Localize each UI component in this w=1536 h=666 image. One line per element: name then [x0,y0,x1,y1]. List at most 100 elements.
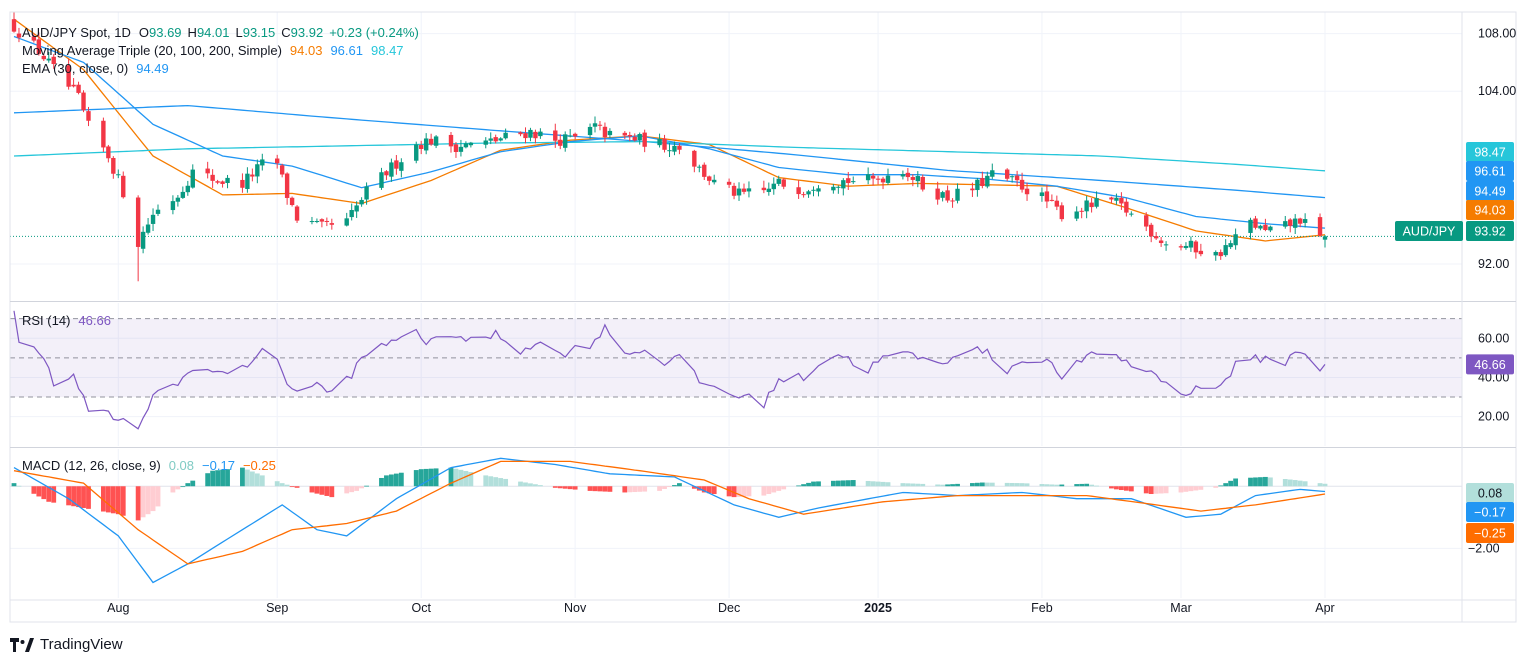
macd-histogram-bar [557,486,563,489]
candle [910,174,916,187]
candle-body [563,134,568,148]
candle-body [419,145,424,149]
macd-histogram-bar [1143,486,1149,494]
macd-histogram-bar [845,480,851,487]
candle-body [498,138,503,141]
tradingview-logo-icon [10,637,34,652]
candle [344,212,349,227]
candle [468,141,474,148]
macd-histogram-bar [155,486,161,507]
candle [140,226,146,254]
candle-body [121,175,126,198]
ma100-badge-text: 96.61 [1474,165,1505,179]
macd-histogram-bar [76,486,81,508]
candle-body [458,146,464,152]
candle-body [950,200,955,202]
macd-histogram-bar [324,486,330,496]
macd-histogram-bar [393,473,399,487]
candle-body [51,56,56,65]
macd-histogram-bar [254,473,260,487]
candle [324,217,330,227]
macd-histogram-bar [364,485,369,487]
candle-body [801,194,806,196]
candle-body [394,160,399,169]
macd-histogram-bar [840,480,846,487]
macd-histogram-bar [31,486,37,494]
candle-body [150,214,156,224]
candle [1049,194,1055,202]
macd-histogram-bar [418,469,424,487]
candle [587,123,593,139]
macd-histogram-bar [518,481,523,487]
candle [101,117,106,153]
candle-body [359,199,364,205]
candle-body [1158,240,1164,244]
candle-body [1293,218,1298,228]
candle-body [1193,241,1199,253]
macd-histogram-bar [319,486,325,495]
time-tick-label: Aug [107,601,129,615]
candle [185,180,191,196]
ma200-line [13,140,1326,172]
candle-body [349,210,354,218]
candle-body [71,84,76,87]
macd-histogram-bar [140,486,146,518]
candle [51,54,56,69]
candle-body [423,138,429,151]
macd-histogram-bar [1258,477,1263,487]
macd-histogram-bar [950,484,955,487]
macd-histogram-bar [875,481,881,487]
time-tick-label: Sep [266,601,288,615]
candle [384,170,389,180]
candle-body [294,206,300,221]
candle-body [364,186,369,200]
time-tick-label: 2025 [864,601,892,615]
candle [354,201,359,218]
candle [875,175,881,185]
ma100-badge [1466,161,1514,181]
candle-body [76,84,81,93]
candle-body [920,176,925,190]
candle [1258,224,1263,231]
candle [135,195,141,282]
macd-histogram-bar [498,478,504,487]
candle-body [329,223,335,225]
rsi-value-badge-text: 46.66 [1474,358,1505,372]
macd-histogram-bar [706,486,712,494]
candle-body [1188,240,1194,248]
macd-histogram-bar [905,483,911,487]
macd-histogram-bar [448,467,454,487]
macd-histogram-bar [493,477,499,487]
candlesticks [11,12,1328,282]
macd-histogram-bar [940,484,946,487]
candle-body [1014,175,1020,181]
macd-histogram-bar [1218,485,1224,487]
candle-body [135,197,141,247]
candle-body [875,178,881,180]
candle [980,171,985,189]
candle-body [319,219,325,222]
grid-lines [10,12,1462,598]
candle-body [766,188,772,192]
candle-body [776,178,781,184]
macd-histogram-bar [1079,483,1085,487]
candle [642,129,647,153]
candle-body [314,221,320,223]
candle [1283,215,1288,229]
macd-histogram-bar [796,485,802,487]
candle-body [260,159,265,166]
macd-histogram-bar [1059,484,1065,487]
candle [657,133,662,148]
candle-body [1248,219,1253,233]
candle-body [831,186,836,191]
candle [602,122,608,143]
macd-histogram-bar [915,483,921,487]
candle-body [851,181,856,183]
candle-body [468,142,474,146]
candle [955,183,960,204]
candle [563,131,568,152]
rsi-line [13,310,1326,430]
candle-body [1317,217,1323,236]
candle-body [592,123,598,127]
macd-histogram-bar [1039,484,1045,487]
